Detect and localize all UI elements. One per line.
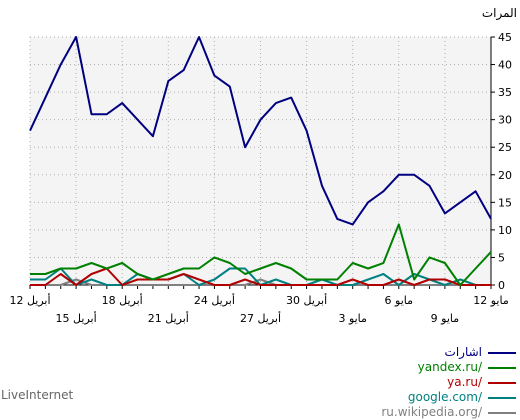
legend-swatch <box>488 381 516 384</box>
legend-item: yandex.ru/ <box>260 360 520 375</box>
legend-item: ya.ru/ <box>260 375 520 390</box>
y-tick-label: 30 <box>498 114 512 127</box>
x-tick-label: 12 أبريل <box>9 293 50 307</box>
axis-labels: 0 5 10 15 20 25 30 35 40 45 12 مايو 6 مايو 30 أبريل 2… <box>9 31 512 325</box>
legend-label: ya.ru/ <box>447 375 482 389</box>
legend-swatch <box>488 396 516 399</box>
legend-swatch <box>488 351 516 354</box>
y-tick-label: 15 <box>498 196 512 209</box>
x-tick-label: 9 مايو <box>431 312 460 325</box>
legend-label: google.com/ <box>407 390 482 404</box>
x-tick-label: 21 أبريل <box>148 311 189 325</box>
x-tick-label: 27 أبريل <box>240 311 281 325</box>
series-line <box>30 223 492 286</box>
x-tick-label: 24 أبريل <box>194 293 235 307</box>
legend: اشارات yandex.ru/ya.ru/google.com/ru.wiki… <box>260 345 520 420</box>
x-tick-label: 15 أبريل <box>56 311 97 325</box>
x-tick-label: 12 مايو <box>473 294 509 307</box>
legend-swatch <box>488 411 516 414</box>
y-tick-label: 5 <box>498 251 505 264</box>
y-tick-label: 25 <box>498 141 512 154</box>
y-axis-title: المرات <box>482 6 517 21</box>
series-line <box>29 36 492 226</box>
y-tick-label: 45 <box>498 31 512 44</box>
y-tick-label: 40 <box>498 59 512 72</box>
legend-item: google.com/ <box>260 390 520 405</box>
legend-swatch <box>488 366 516 369</box>
brand-label: LiveInternet <box>1 388 74 402</box>
x-tick-label: 30 أبريل <box>286 293 327 307</box>
y-tick-label: 35 <box>498 86 512 99</box>
y-tick-label: 0 <box>498 279 505 292</box>
line-chart: 0 5 10 15 20 25 30 35 40 45 12 مايو 6 مايو 30 أبريل 2… <box>9 6 517 325</box>
x-tick-label: 18 أبريل <box>102 293 143 307</box>
legend-label: ru.wikipedia.org/ <box>381 405 482 419</box>
series-lines <box>29 36 492 286</box>
legend-item: اشارات <box>260 345 520 360</box>
legend-label: yandex.ru/ <box>417 360 482 374</box>
x-tick-label: 6 مايو <box>385 294 414 307</box>
legend-item: ru.wikipedia.org/ <box>260 405 520 420</box>
legend-label: اشارات <box>444 345 482 359</box>
x-tick-label: 3 مايو <box>338 312 367 325</box>
y-tick-label: 20 <box>498 169 512 182</box>
y-tick-label: 10 <box>498 224 512 237</box>
